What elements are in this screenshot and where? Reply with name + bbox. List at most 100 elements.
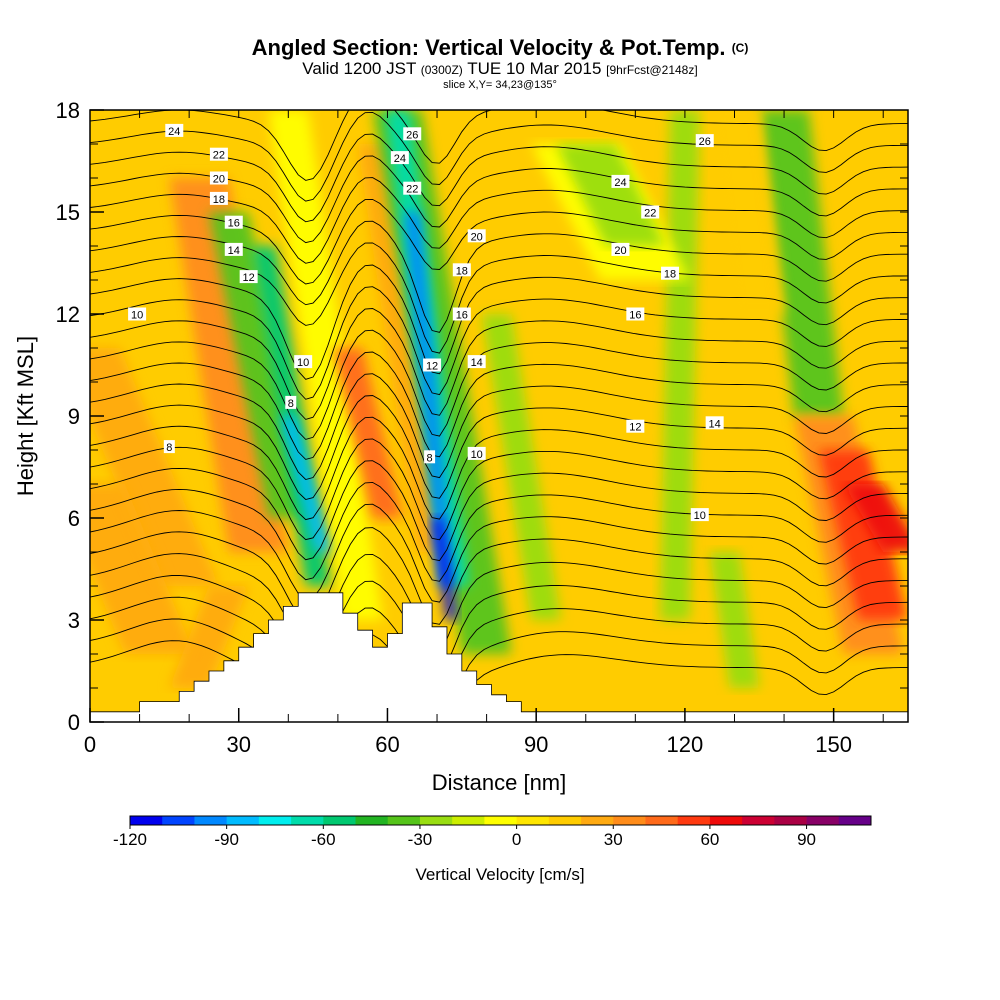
theta-contour bbox=[90, 596, 908, 701]
colorbar-swatch bbox=[226, 816, 260, 825]
theta-contour bbox=[90, 574, 908, 676]
contour-label: 22 bbox=[213, 150, 225, 162]
contour-label: 24 bbox=[614, 177, 626, 189]
contour-label-box bbox=[403, 181, 422, 195]
theta-contour bbox=[90, 373, 908, 481]
contour-label-box bbox=[165, 123, 184, 137]
contour-label: 14 bbox=[471, 357, 483, 369]
y-tick-label: 3 bbox=[68, 608, 80, 633]
theta-contour bbox=[90, 553, 908, 651]
contour-label: 14 bbox=[709, 418, 721, 430]
chart-subtitle: Valid 1200 JST (0300Z) TUE 10 Mar 2015 [… bbox=[0, 60, 1000, 79]
contour-label: 16 bbox=[629, 310, 641, 322]
velocity-band bbox=[843, 484, 908, 552]
colorbar-tick-label: 90 bbox=[797, 830, 816, 849]
contour-label-box bbox=[209, 171, 228, 185]
slice-info: slice X,Y= 34,23@135° bbox=[443, 79, 557, 91]
y-tick-label: 12 bbox=[56, 302, 80, 327]
contour-label-box bbox=[690, 508, 709, 522]
contour-label-box bbox=[209, 191, 228, 205]
colorbar-swatch bbox=[613, 816, 646, 825]
colorbar-swatch bbox=[709, 816, 743, 825]
theta-contour bbox=[90, 460, 908, 562]
contour-label: 22 bbox=[644, 208, 656, 220]
theta-contour bbox=[90, 395, 908, 500]
contour-label: 10 bbox=[131, 310, 143, 322]
y-tick-label: 6 bbox=[68, 506, 80, 531]
velocity-band bbox=[432, 518, 457, 620]
x-tick-label: 90 bbox=[524, 732, 548, 757]
contour-label: 8 bbox=[427, 452, 433, 464]
colorbar-swatch bbox=[291, 816, 324, 825]
contour-label-box bbox=[626, 307, 645, 321]
theta-contours bbox=[90, 110, 908, 716]
contour-label: 24 bbox=[394, 153, 406, 165]
contour-label: 22 bbox=[406, 184, 418, 196]
contour-label: 20 bbox=[471, 231, 483, 243]
title-unit: (C) bbox=[731, 41, 749, 55]
colorbar-swatch bbox=[258, 816, 292, 825]
colorbar-swatch bbox=[452, 816, 485, 825]
contour-label-box bbox=[452, 307, 471, 321]
theta-contour bbox=[90, 111, 908, 202]
axes: 0 30 60 90 120 150 0 3 6 9 12 15 18 bbox=[56, 98, 908, 757]
terrain-shape bbox=[89, 592, 909, 723]
colorbar-label: Vertical Velocity [cm/s] bbox=[415, 865, 584, 884]
colorbar-swatch bbox=[194, 816, 228, 825]
contour-label: 26 bbox=[406, 129, 418, 141]
colorbar-tick-label: -30 bbox=[408, 830, 433, 849]
contour-label: 10 bbox=[297, 357, 309, 369]
x-tick-label: 120 bbox=[667, 732, 704, 757]
contour-label-box bbox=[695, 134, 714, 148]
contour-label: 14 bbox=[228, 245, 240, 257]
y-tick-label: 0 bbox=[68, 710, 80, 735]
colorbar-swatch bbox=[484, 816, 518, 825]
contour-label-box bbox=[224, 242, 243, 256]
theta-contour bbox=[90, 110, 908, 181]
x-tick-label: 150 bbox=[815, 732, 852, 757]
contour-label-box bbox=[294, 355, 313, 369]
velocity-field bbox=[90, 110, 908, 722]
theta-contour bbox=[90, 242, 908, 354]
colorbar-swatch bbox=[162, 816, 195, 825]
contour-label-box bbox=[285, 395, 297, 409]
theta-contour bbox=[90, 264, 908, 380]
theta-contour bbox=[90, 503, 908, 603]
colorbar-tick-label: -120 bbox=[113, 830, 147, 849]
colorbar-swatch bbox=[645, 816, 679, 825]
contour-label-box bbox=[424, 450, 436, 464]
theta-contour bbox=[90, 351, 908, 460]
velocity-band bbox=[759, 110, 844, 416]
theta-contour bbox=[90, 286, 908, 400]
theta-contour bbox=[90, 416, 908, 521]
x-axis-label: Distance [nm] bbox=[432, 770, 567, 795]
velocity-band bbox=[818, 450, 908, 620]
contour-label-box bbox=[163, 440, 175, 454]
theta-contour bbox=[90, 438, 908, 541]
contour-label-box bbox=[611, 174, 630, 188]
colorbar-swatch bbox=[130, 816, 163, 825]
contour-label: 10 bbox=[694, 510, 706, 522]
contour-label: 20 bbox=[614, 245, 626, 257]
x-tick-label: 60 bbox=[375, 732, 399, 757]
x-tick-label: 30 bbox=[226, 732, 250, 757]
colorbar-swatch bbox=[677, 816, 711, 825]
contour-label-box bbox=[661, 266, 680, 280]
colorbar-swatch bbox=[774, 816, 807, 825]
y-tick-label: 9 bbox=[68, 404, 80, 429]
velocity-band bbox=[404, 212, 455, 586]
valid-utc: (0300Z) bbox=[420, 63, 463, 77]
theta-contour bbox=[90, 618, 908, 716]
contour-label: 26 bbox=[699, 136, 711, 148]
contour-label-box bbox=[626, 419, 645, 433]
contour-label: 18 bbox=[456, 265, 468, 277]
contour-label: 18 bbox=[213, 194, 225, 206]
y-axis-label: Height [Kft MSL] bbox=[13, 336, 38, 496]
valid-fcst: [9hrFcst@2148z] bbox=[606, 63, 698, 77]
colorbar-swatch bbox=[838, 816, 872, 825]
contour-label-box bbox=[128, 307, 147, 321]
contour-label: 10 bbox=[471, 449, 483, 461]
colorbar-swatch bbox=[806, 816, 840, 825]
colorbar-frame bbox=[129, 815, 872, 826]
